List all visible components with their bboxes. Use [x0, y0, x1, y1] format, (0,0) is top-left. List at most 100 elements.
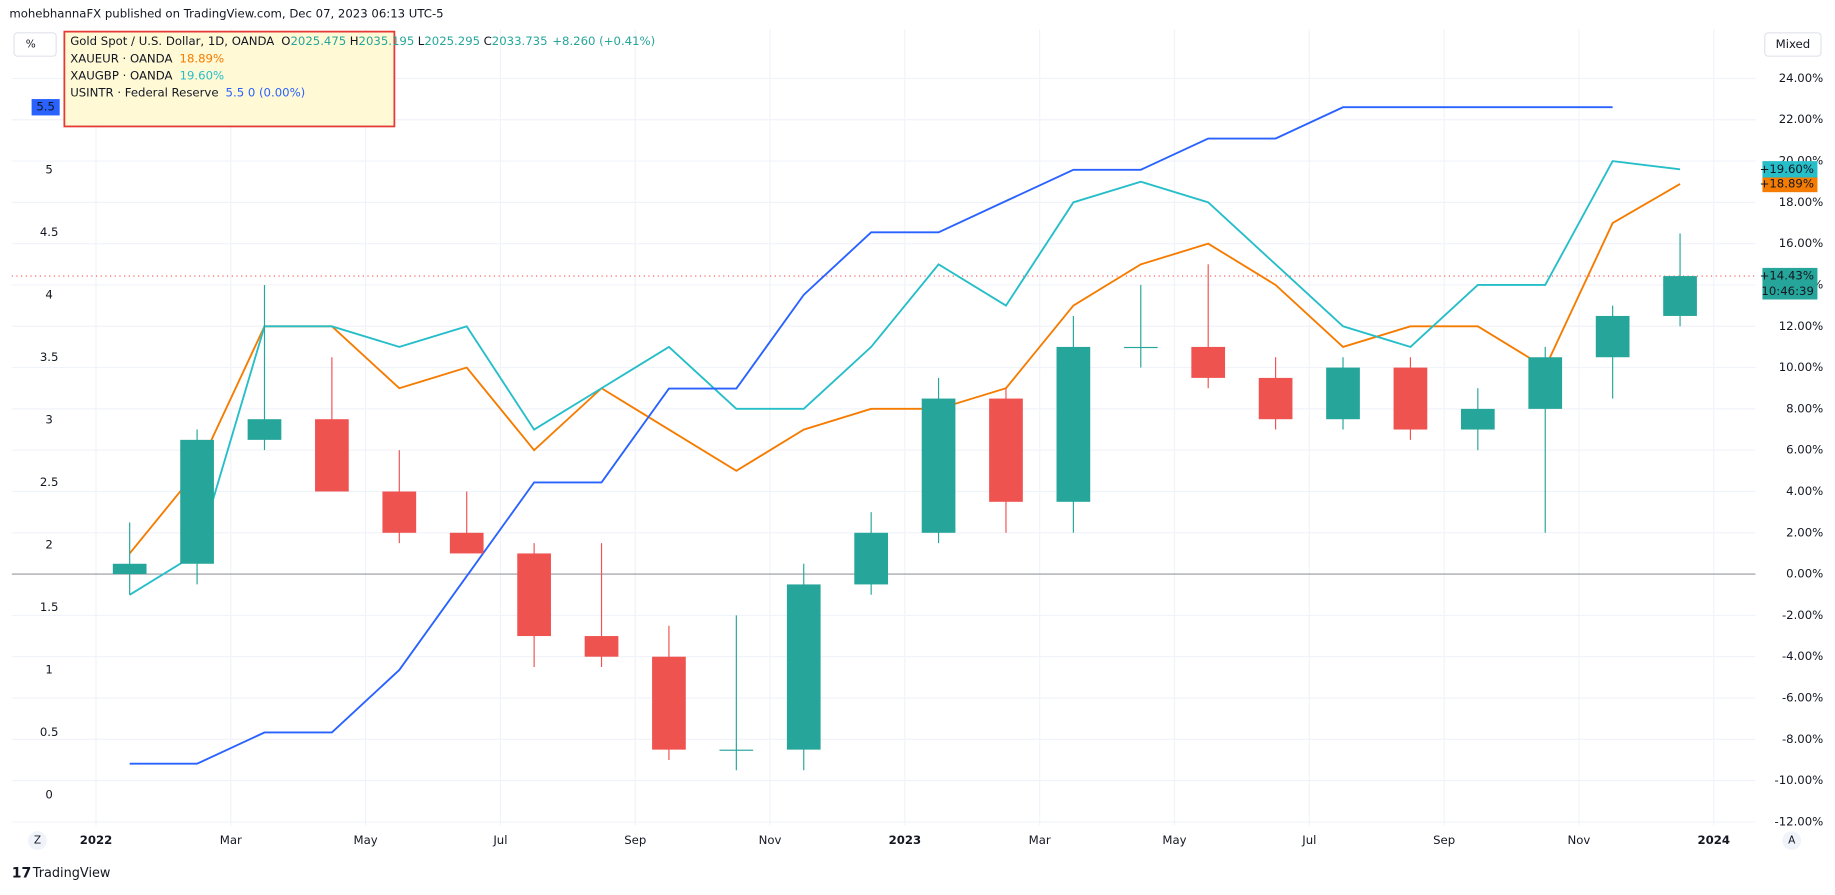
- y2-tick-label: 3: [45, 412, 52, 426]
- legend-ohlc-value: 2035.195: [359, 33, 415, 47]
- price-tag: [31, 99, 60, 116]
- legend-box: [63, 30, 396, 128]
- right-scale-label[interactable]: A: [1788, 835, 1796, 847]
- y2-tick-label: 4.5: [40, 225, 59, 239]
- candle-body: [1393, 367, 1428, 430]
- legend-series-name: USINTR · Federal Reserve: [70, 85, 218, 99]
- y-tick-label: 16.00%: [1779, 236, 1824, 250]
- y-tick-label: 2.00%: [1786, 525, 1823, 539]
- y2-tick-label: 0.5: [40, 725, 59, 739]
- y-tick-label: 6.00%: [1786, 443, 1823, 457]
- candle-body: [517, 553, 551, 637]
- x-tick-label: Sep: [624, 833, 646, 847]
- y-tick-label: 18.00%: [1779, 195, 1824, 209]
- y-tick-label: 10.00%: [1779, 360, 1824, 374]
- y2-tick-label: 4: [45, 287, 52, 301]
- tv-logo: 17: [12, 865, 32, 881]
- publish-header: mohebhannaFX published on TradingView.co…: [9, 7, 443, 21]
- candle-body: [921, 398, 956, 533]
- y-tick-label: 8.00%: [1786, 401, 1823, 415]
- candle-body: [1595, 315, 1630, 358]
- price-tag: [1762, 267, 1818, 300]
- y2-tick-label: 2: [45, 537, 52, 551]
- y-tick-label: -12.00%: [1775, 814, 1824, 828]
- legend-ohlc-key: H: [350, 33, 359, 47]
- price-tag: [1762, 175, 1818, 193]
- series-line: [128, 183, 1681, 555]
- legend-gold: Gold Spot / U.S. Dollar, 1D, OANDA O2025.…: [70, 33, 655, 47]
- x-tick-label: Mar: [220, 833, 242, 847]
- legend-ohlc-value: 2025.295: [424, 33, 480, 47]
- candle-body: [382, 491, 417, 533]
- candle-body: [1528, 357, 1563, 409]
- y-tick-label: 0.00%: [1786, 567, 1823, 581]
- candle-body: [1663, 276, 1697, 316]
- candle-body: [180, 439, 214, 564]
- price-tag-label: +18.89%: [1760, 176, 1814, 190]
- legend-series-value: 18.89%: [180, 51, 225, 65]
- y2-tick-label: 5: [45, 162, 52, 176]
- candle-body: [1056, 346, 1091, 502]
- percent-button[interactable]: [13, 32, 57, 57]
- legend-entry: XAUEUR · OANDA 18.89%: [70, 51, 224, 65]
- candle-body: [719, 749, 754, 751]
- x-tick-label: Nov: [759, 833, 782, 847]
- y-tick-label: -4.00%: [1782, 649, 1823, 663]
- x-tick-label: Jul: [492, 833, 507, 847]
- y-tick-label: -6.00%: [1782, 691, 1823, 705]
- right-scale-button[interactable]: [1782, 831, 1802, 851]
- legend-ohlc-key: C: [484, 33, 492, 47]
- x-tick-label: Nov: [1568, 833, 1591, 847]
- axes: 2022 Mar May Jul Sep Nov 2023 Mar May Jul Sep Nov 20…: [31, 71, 1824, 847]
- left-scale-label[interactable]: Z: [34, 835, 41, 847]
- y2-tick-label: 1.5: [40, 600, 59, 614]
- left-scale-button[interactable]: [28, 831, 47, 851]
- candle-body: [247, 419, 282, 440]
- percent-button-label[interactable]: %: [26, 38, 36, 50]
- x-tick-label: Sep: [1433, 833, 1455, 847]
- y-tick-label: 22.00%: [1779, 112, 1824, 126]
- x-tick-label: 2023: [889, 833, 922, 847]
- legend-entry: XAUGBP · OANDA 19.60%: [70, 68, 224, 82]
- x-tick-label: May: [1162, 833, 1186, 847]
- mode-button[interactable]: [1764, 32, 1822, 57]
- price-tag-label: +14.43%: [1760, 269, 1814, 283]
- legend-series-name: XAUGBP · OANDA: [70, 68, 172, 82]
- price-tag-label: 5.5: [36, 100, 55, 114]
- legend-ohlc-key: O: [281, 33, 290, 47]
- x-tick-label: 2022: [80, 833, 113, 847]
- y-tick-label: 24.00%: [1779, 71, 1824, 85]
- candle-body: [1460, 408, 1495, 430]
- legend-ohlc-key: L: [418, 33, 425, 47]
- candle-body: [786, 584, 821, 750]
- candle-body: [584, 636, 619, 657]
- countdown-label: 10:46:39: [1761, 284, 1813, 298]
- series-line: [129, 106, 1613, 765]
- price-tag-label: +19.60%: [1760, 162, 1814, 176]
- plot-area: [11, 29, 1756, 826]
- y2-tick-label: 0: [45, 787, 52, 801]
- candle-body: [1123, 346, 1158, 349]
- legend-entry: USINTR · Federal Reserve 5.5 0 (0.00%): [70, 85, 305, 99]
- legend-ohlc: O2025.475 H2035.195 L2025.295 C2033.735: [281, 33, 547, 47]
- legend-ohlc-value: 2025.475: [290, 33, 346, 47]
- candle-body: [449, 532, 484, 554]
- candle-body: [652, 656, 686, 750]
- candle-body: [854, 532, 889, 585]
- footer-brand: TradingView: [32, 866, 111, 881]
- legend-change: +8.260 (+0.41%): [552, 33, 655, 47]
- x-tick-label: 2024: [1697, 833, 1730, 847]
- x-tick-label: May: [354, 833, 378, 847]
- candle-body: [1326, 367, 1360, 420]
- legend-ohlc-value: 2033.735: [492, 33, 548, 47]
- y-tick-label: -8.00%: [1782, 732, 1823, 746]
- candle-body: [112, 563, 147, 575]
- y-tick-label: -2.00%: [1782, 608, 1823, 622]
- legend-name: Gold Spot / U.S. Dollar, 1D, OANDA: [70, 33, 274, 47]
- candle-body: [989, 398, 1023, 502]
- y-tick-label: 4.00%: [1786, 484, 1823, 498]
- mode-button-label[interactable]: Mixed: [1776, 37, 1810, 51]
- x-tick-label: Mar: [1029, 833, 1051, 847]
- legend-series-value: 19.60%: [180, 68, 225, 82]
- y2-tick-label: 1: [45, 662, 52, 676]
